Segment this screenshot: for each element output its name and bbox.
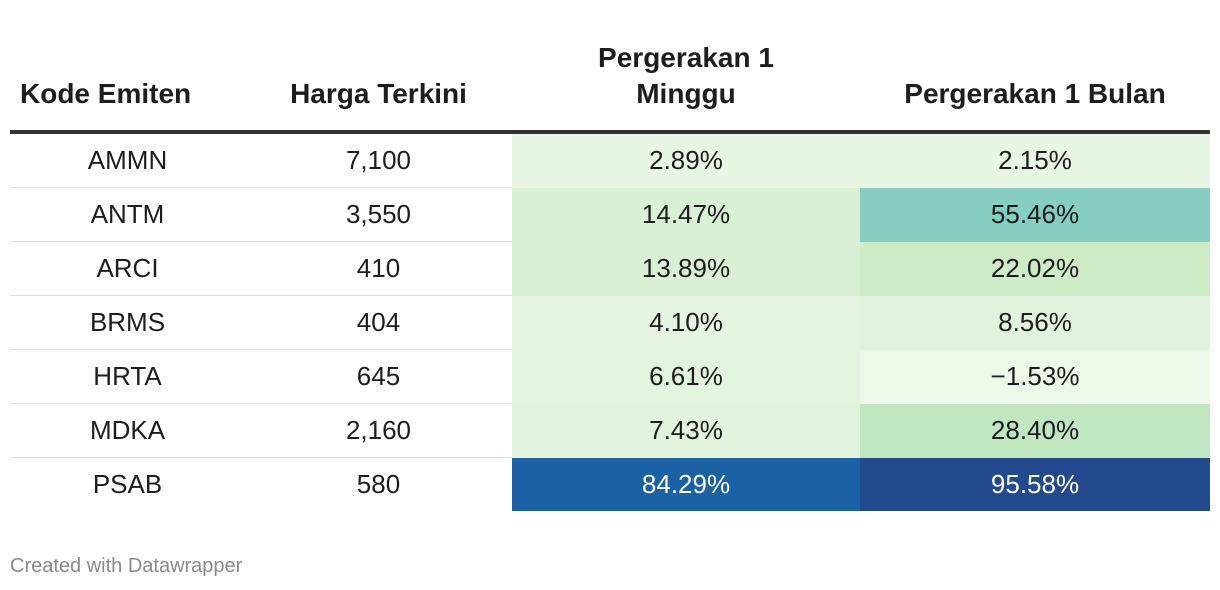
cell-pergerakan-1-bulan: 95.58% xyxy=(860,457,1210,511)
cell-pergerakan-1-bulan: 2.15% xyxy=(860,132,1210,188)
cell-harga-terkini: 404 xyxy=(245,295,512,350)
cell-kode-emiten: ANTM xyxy=(10,187,245,242)
cell-kode-emiten: PSAB xyxy=(92,469,163,499)
cell-pergerakan-1-minggu: 4.10% xyxy=(512,295,860,350)
cell-kode-emiten: HRTA xyxy=(10,349,245,404)
cell-pergerakan-1-bulan: 28.40% xyxy=(860,403,1210,458)
cell-kode-emiten: MDKA xyxy=(10,403,245,458)
cell-harga-terkini: 580 xyxy=(356,469,401,499)
column-header-kode-emiten[interactable]: Kode Emiten xyxy=(20,78,192,109)
stock-table: Kode Emiten Harga Terkini Pergerakan 1 M… xyxy=(10,40,1210,511)
cell-kode-emiten: AMMN xyxy=(10,132,245,188)
table-row: BRMS 404 4.10% 8.56% xyxy=(10,295,1210,350)
cell-harga-terkini: 410 xyxy=(245,241,512,296)
cell-pergerakan-1-minggu: 13.89% xyxy=(512,241,860,296)
table-row: ARCI 410 13.89% 22.02% xyxy=(10,241,1210,296)
cell-pergerakan-1-bulan: 8.56% xyxy=(860,295,1210,350)
cell-pergerakan-1-minggu: 2.89% xyxy=(512,132,860,188)
cell-pergerakan-1-minggu: 7.43% xyxy=(512,403,860,458)
column-header-pergerakan-1-bulan[interactable]: Pergerakan 1 Bulan xyxy=(904,78,1166,109)
footer-credit: Created with Datawrapper xyxy=(10,555,243,577)
column-header-label: Pergerakan 1 Minggu xyxy=(598,42,774,109)
cell-harga-terkini: 2,160 xyxy=(245,403,512,458)
cell-harga-terkini: 7,100 xyxy=(245,132,512,188)
header-row: Kode Emiten Harga Terkini Pergerakan 1 M… xyxy=(10,40,1210,132)
table-body: AMMN 7,100 2.89% 2.15% ANTM 3,550 14.47% 55.46%… xyxy=(10,132,1210,511)
cell-pergerakan-1-bulan: 55.46% xyxy=(860,187,1210,242)
cell-pergerakan-1-bulan: 22.02% xyxy=(860,241,1210,296)
cell-kode-emiten: BRMS xyxy=(10,295,245,350)
table-row: MDKA 2,160 7.43% 28.40% xyxy=(10,403,1210,458)
column-header-pergerakan-1-minggu[interactable]: Pergerakan 1 Minggu xyxy=(512,40,860,132)
table-header: Kode Emiten Harga Terkini Pergerakan 1 M… xyxy=(10,40,1210,132)
table-row: PSAB 580 84.29% 95.58% xyxy=(10,457,1210,511)
data-table-chart: Kode Emiten Harga Terkini Pergerakan 1 M… xyxy=(10,40,1210,511)
table-row: AMMN 7,100 2.89% 2.15% xyxy=(10,132,1210,188)
cell-pergerakan-1-minggu: 84.29% xyxy=(512,457,860,511)
column-header-harga-terkini[interactable]: Harga Terkini xyxy=(290,78,467,109)
table-row: HRTA 645 6.61% −1.53% xyxy=(10,349,1210,404)
cell-harga-terkini: 645 xyxy=(245,349,512,404)
cell-pergerakan-1-minggu: 14.47% xyxy=(512,187,860,242)
cell-pergerakan-1-minggu: 6.61% xyxy=(512,349,860,404)
cell-kode-emiten: ARCI xyxy=(10,241,245,296)
table-row: ANTM 3,550 14.47% 55.46% xyxy=(10,187,1210,242)
cell-pergerakan-1-bulan: −1.53% xyxy=(860,349,1210,404)
cell-harga-terkini: 3,550 xyxy=(245,187,512,242)
